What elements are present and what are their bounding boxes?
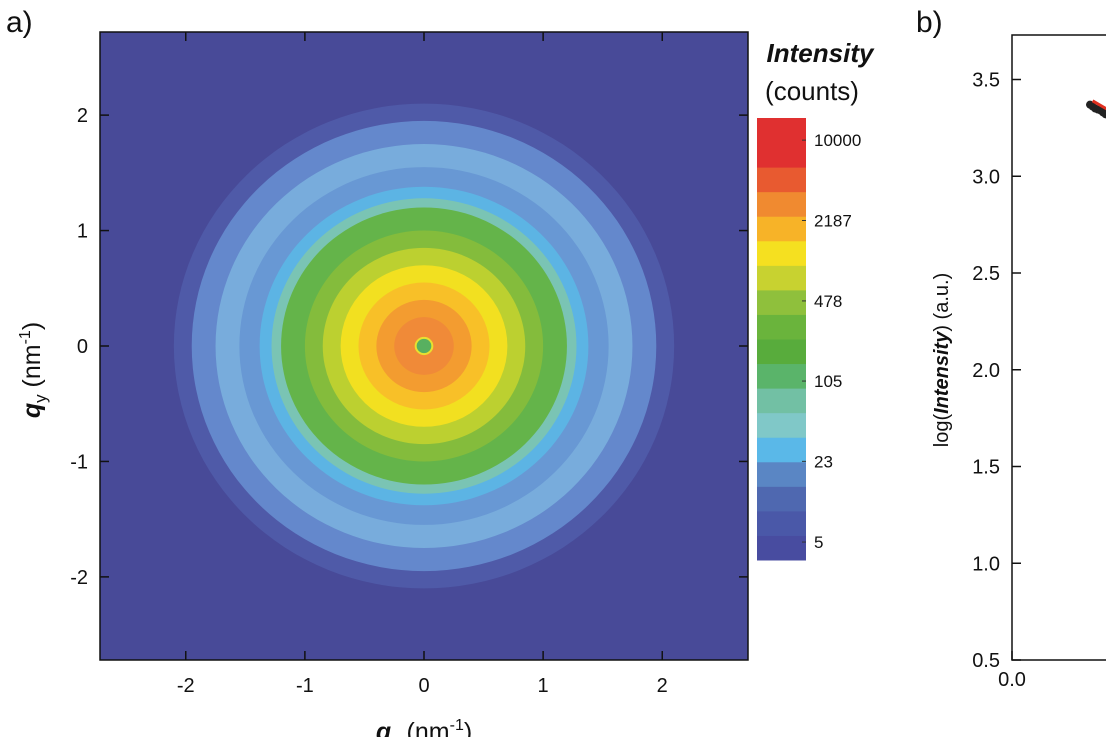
y-tick-label: 3.0 [972,166,1000,188]
colorbar-tick-label: 10000 [814,131,861,150]
x-tick-label: -2 [177,675,195,697]
y-tick-label: 2.0 [972,360,1000,382]
colorbar-band [757,142,806,168]
label-part: log( [931,414,953,448]
colorbar-band [757,118,806,144]
y-tick-label: -1 [70,451,88,473]
colorbar-tick-label: 23 [814,452,833,471]
colorbar-band [757,486,806,512]
x-tick-label: 2 [657,675,668,697]
x-axis-label: qx (nm-1) [376,717,472,737]
colorbar-title: Intensity [767,38,875,68]
colorbar-band [757,412,806,438]
y-tick-label: 1 [77,221,88,243]
colorbar-band [757,461,806,487]
label-part: -1 [17,330,34,344]
colorbar-unit: (counts) [765,76,859,106]
label-part: ) [464,718,472,737]
x-tick-label: -1 [296,675,314,697]
x-tick-label: 1 [538,675,549,697]
colorbar-band [757,314,806,340]
y-tick-label: 2 [77,105,88,127]
label-part: q [376,718,391,737]
colorbar-band [757,363,806,389]
label-part: ) [18,322,46,330]
colorbar-band [757,167,806,193]
colorbar-tick-label: 5 [814,533,823,552]
colorbar-band [757,191,806,217]
colorbar-band [757,265,806,291]
label-part: Intensity [931,331,953,414]
colorbar-tick-label: 2187 [814,212,852,231]
heatmap [173,103,675,589]
label-part: y [31,394,50,403]
colorbar-band [757,339,806,365]
x-tick-label: 0.0 [998,669,1026,691]
panel-label: a) [6,6,33,39]
panel-label: b) [916,6,943,39]
colorbar-band [757,240,806,266]
colorbar-band [757,289,806,315]
y-tick-label: 3.5 [972,70,1000,92]
y-tick-label: 2.5 [972,263,1000,285]
plot-frame [1011,34,1106,661]
y-tick-label: 1.0 [972,553,1000,575]
label-part: x [391,731,400,737]
colorbar-band [757,510,806,536]
y-axis-label: log(Intensity) (a.u.) [931,273,953,448]
x-tick-label: 0 [418,675,429,697]
y-tick-label: 1.5 [972,457,1000,479]
y-axis-label: qy (nm-1) [17,322,50,418]
label-part: q [18,403,46,418]
colorbar-band [757,388,806,414]
label-part: -1 [450,717,464,734]
fit-line [1091,99,1106,111]
label-part: (nm [18,344,46,394]
colorbar-band [757,535,806,561]
ring [414,336,434,356]
label-part: ) (a.u.) [931,273,953,332]
label-part: (nm [400,718,450,737]
colorbar-tick-label: 478 [814,292,842,311]
point [1101,110,1106,119]
colorbar-tick-label: 105 [814,372,842,391]
colorbar-band [757,216,806,242]
colorbar-band [757,437,806,463]
y-tick-label: 0 [77,336,88,358]
y-tick-label: -2 [70,567,88,589]
y-tick-label: 0.5 [972,650,1000,672]
